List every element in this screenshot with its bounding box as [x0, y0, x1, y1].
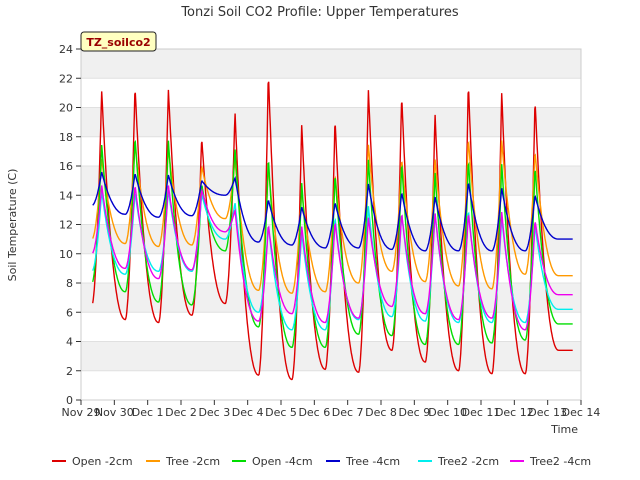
background-band: [81, 341, 581, 371]
legend-label: Open -4cm: [252, 455, 313, 468]
background-band: [81, 166, 581, 196]
station-badge-label: TZ_soilco2: [86, 36, 150, 49]
background-band: [81, 107, 581, 137]
legend-item: Tree2 -2cm: [418, 455, 499, 468]
series-line-4: [92, 171, 573, 252]
x-tick-label: Dec 6: [298, 406, 330, 419]
x-tick-label: Dec 3: [198, 406, 230, 419]
background-band: [81, 78, 581, 108]
legend-item: Open -4cm: [232, 455, 313, 468]
x-tick-label: Dec 9: [398, 406, 430, 419]
chart-title: Tonzi Soil CO2 Profile: Upper Temperatur…: [180, 5, 459, 20]
legend-label: Tree -2cm: [165, 455, 220, 468]
x-tick-label: Dec 13: [528, 406, 567, 419]
x-tick-label: Dec 10: [428, 406, 467, 419]
y-tick-label: 20: [59, 102, 73, 115]
x-tick-label: Dec 7: [332, 406, 364, 419]
x-tick-label: Dec 1: [132, 406, 164, 419]
series-lines: [92, 81, 573, 381]
x-tick-label: Nov 29: [62, 406, 101, 419]
station-badge: TZ_soilco2: [80, 31, 157, 52]
legend-label: Tree2 -2cm: [437, 455, 499, 468]
x-tick-label: Dec 4: [232, 406, 264, 419]
legend-item: Tree -4cm: [326, 455, 400, 468]
y-tick-label: 24: [59, 43, 73, 56]
series-line-6: [92, 185, 573, 331]
legend-label: Open -2cm: [72, 455, 133, 468]
y-tick-label: 8: [66, 277, 73, 290]
background-band: [81, 49, 581, 79]
y-tick-label: 6: [66, 306, 73, 319]
x-tick-label: Dec 11: [462, 406, 501, 419]
x-tick-label: Dec 14: [562, 406, 601, 419]
y-tick-label: 18: [59, 131, 73, 144]
legend: Open -2cm Tree -2cm Open -4cm Tree -4cm Tree…: [52, 455, 591, 468]
background-band: [81, 370, 581, 400]
y-tick-label: 22: [59, 72, 73, 85]
x-tick-label: Dec 12: [495, 406, 534, 419]
x-tick-label: Dec 8: [365, 406, 397, 419]
x-tick-label: Nov 30: [95, 406, 134, 419]
y-tick-label: 4: [66, 336, 73, 349]
y-tick-label: 12: [59, 219, 73, 232]
y-tick-label: 2: [66, 365, 73, 378]
x-axis-label: Time: [550, 423, 578, 436]
plot-background-bands: [81, 49, 581, 400]
series-line-3: [92, 139, 573, 348]
y-tick-label: 16: [59, 160, 73, 173]
legend-item: Tree -2cm: [146, 455, 220, 468]
background-band: [81, 312, 581, 342]
x-tick-label: Dec 5: [265, 406, 297, 419]
y-tick-label: 10: [59, 248, 73, 261]
legend-item: Open -2cm: [52, 455, 133, 468]
legend-item: Tree2 -4cm: [510, 455, 591, 468]
y-tick-label: 14: [59, 189, 73, 202]
x-tick-label: Dec 2: [165, 406, 197, 419]
legend-label: Tree -4cm: [345, 455, 400, 468]
background-band: [81, 136, 581, 166]
y-axis-label: Soil Temperature (C): [6, 169, 19, 282]
y-tick-label: 0: [66, 394, 73, 407]
legend-label: Tree2 -4cm: [529, 455, 591, 468]
